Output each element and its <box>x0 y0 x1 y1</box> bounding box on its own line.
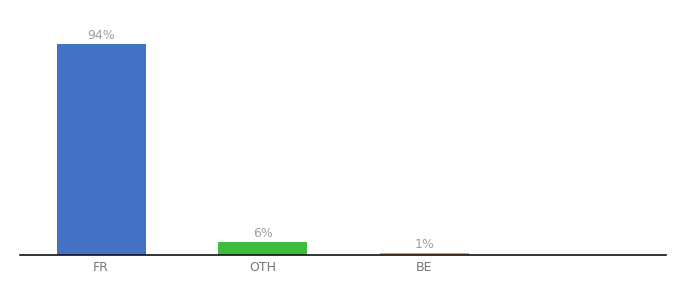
Bar <box>379 253 469 255</box>
Text: 94%: 94% <box>87 29 115 42</box>
Bar <box>56 44 146 255</box>
Bar <box>218 242 307 255</box>
Text: 6%: 6% <box>253 227 273 240</box>
Text: 1%: 1% <box>414 238 434 251</box>
